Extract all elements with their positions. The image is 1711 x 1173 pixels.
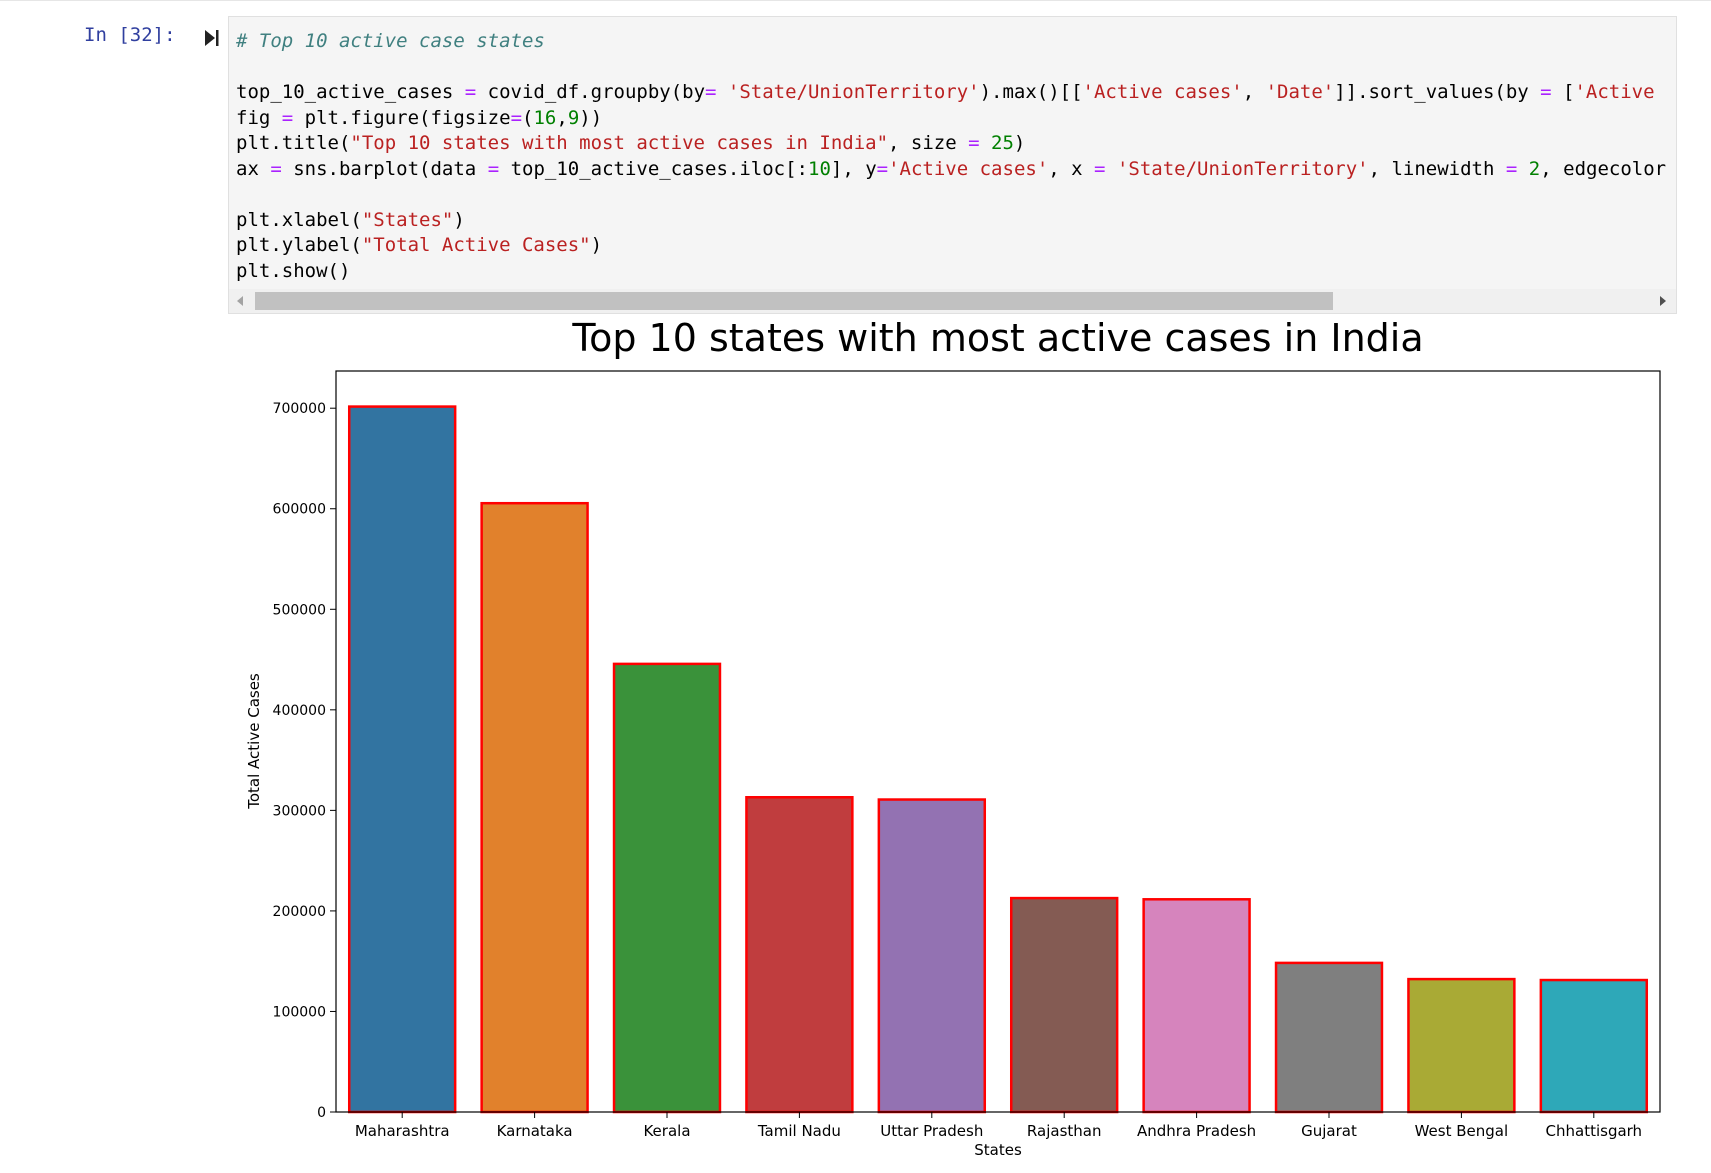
bar-chhattisgarh <box>1539 978 1649 1114</box>
x-tick-label: Uttar Pradesh <box>880 1122 983 1140</box>
bar-rajasthan <box>1009 896 1119 1114</box>
bar-maharashtra <box>347 405 457 1114</box>
code-line: plt.ylabel("Total Active Cases") <box>236 234 603 256</box>
run-cell-icon[interactable] <box>204 28 220 48</box>
x-tick-label: Gujarat <box>1301 1122 1357 1140</box>
x-tick-label: Rajasthan <box>1027 1122 1102 1140</box>
bar-andhra-pradesh <box>1142 898 1251 1114</box>
bar-gujarat <box>1274 961 1384 1114</box>
y-tick-label: 100000 <box>273 1004 326 1020</box>
y-tick-label: 300000 <box>273 803 326 819</box>
cell-top-border <box>0 0 1711 1</box>
bar-chart: Top 10 states with most active cases in … <box>245 320 1661 1159</box>
bar-karnataka <box>480 501 589 1114</box>
bar-kerala <box>612 662 722 1114</box>
code-line: plt.show() <box>236 259 351 282</box>
x-tick-label: Andhra Pradesh <box>1137 1122 1256 1140</box>
code-cell-editor[interactable]: # Top 10 active case states top_10_activ… <box>228 16 1677 314</box>
x-tick-label: Tamil Nadu <box>757 1122 841 1140</box>
scrollbar-thumb[interactable] <box>255 292 1333 310</box>
code-line: # Top 10 active case states <box>236 30 545 52</box>
bar-uttar-pradesh <box>877 798 987 1114</box>
code-line: ax = sns.barplot(data = top_10_active_ca… <box>236 157 1667 180</box>
code-line: fig = plt.figure(figsize=(16,9)) <box>236 106 603 129</box>
y-tick-label: 700000 <box>273 401 326 417</box>
code-text[interactable]: # Top 10 active case states top_10_activ… <box>236 29 1666 284</box>
y-tick-label: 600000 <box>273 502 326 518</box>
y-tick-label: 500000 <box>273 602 326 618</box>
scroll-left-arrow-icon[interactable] <box>237 296 243 306</box>
y-tick-label: 200000 <box>273 904 326 920</box>
horizontal-scrollbar[interactable] <box>229 289 1676 313</box>
x-axis-label: States <box>974 1141 1022 1159</box>
cell-prompt: In [32]: <box>84 24 176 46</box>
x-tick-label: West Bengal <box>1415 1122 1509 1140</box>
x-tick-label: Chhattisgarh <box>1546 1122 1643 1140</box>
plot-area-frame <box>335 370 1661 1113</box>
code-line: plt.title("Top 10 states with most activ… <box>236 132 1026 154</box>
y-tick-label: 400000 <box>273 703 326 719</box>
y-axis-label: Total Active Cases <box>245 673 263 810</box>
code-line: plt.xlabel("States") <box>236 208 465 231</box>
scroll-right-arrow-icon[interactable] <box>1660 296 1666 306</box>
y-tick-label: 0 <box>317 1105 326 1121</box>
x-tick-label: Kerala <box>643 1122 690 1140</box>
code-line: top_10_active_cases = covid_df.groupby(b… <box>236 81 1655 103</box>
x-tick-label: Karnataka <box>497 1122 573 1140</box>
bar-tamil-nadu <box>745 796 854 1114</box>
chart-title: Top 10 states with most active cases in … <box>571 320 1423 360</box>
x-tick-label: Maharashtra <box>355 1122 450 1140</box>
bar-west-bengal <box>1407 977 1516 1114</box>
